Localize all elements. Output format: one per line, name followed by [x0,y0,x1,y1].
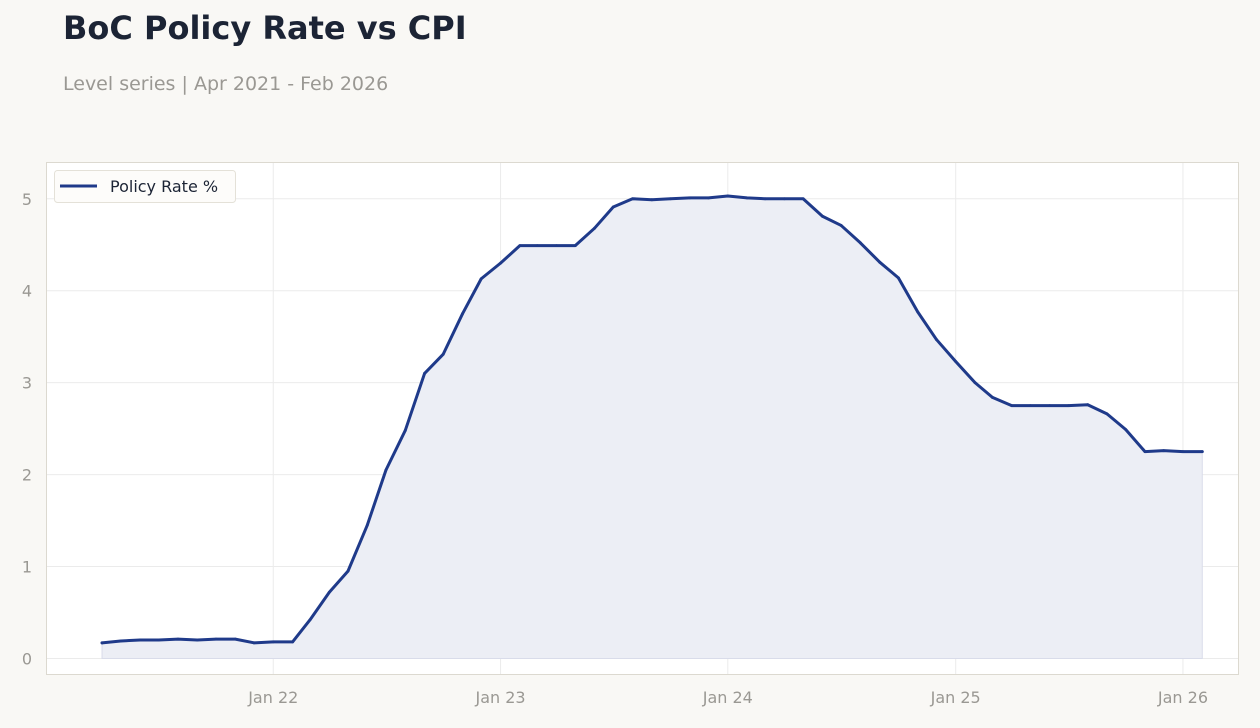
data-point [1124,428,1128,431]
y-tick-label: 0 [22,649,32,668]
data-point [726,194,730,198]
x-tick-label: Jan 25 [930,688,981,707]
y-tick-label: 3 [22,374,32,393]
x-tick-label: Jan 22 [247,688,298,707]
data-point [650,198,654,202]
x-tick-label: Jan 24 [702,688,753,707]
data-point [1029,404,1032,408]
data-point [138,638,142,642]
data-point [763,197,767,201]
data-point [745,196,749,200]
y-axis-ticks: 0 1 2 3 4 5 [22,190,32,669]
data-points [100,194,1204,645]
data-point [878,260,882,264]
y-tick-label: 1 [22,558,32,577]
legend-label-policy-rate: Policy Rate % [110,177,218,196]
data-point [403,429,407,432]
x-tick-label: Jan 23 [474,688,525,707]
data-point [916,310,920,314]
data-point [176,637,180,641]
data-point [1086,403,1090,407]
data-point [365,523,369,527]
data-point [1105,412,1109,416]
data-point [821,214,824,218]
data-point [195,638,199,642]
data-point [593,226,596,230]
data-point [611,205,615,209]
data-point [214,637,218,641]
x-axis-ticks: Jan 22 Jan 23 Jan 24 Jan 25 Jan 26 [247,688,1208,707]
data-point [461,312,464,316]
data-point [897,276,900,280]
data-point [1143,450,1147,453]
legend[interactable]: Policy Rate % [54,170,236,203]
data-point [441,352,445,356]
data-point [119,639,123,643]
data-point [308,618,312,622]
chart-subtitle: Level series | Apr 2021 - Feb 2026 [63,73,389,95]
data-point [384,468,388,472]
data-point [859,241,862,245]
data-point [271,640,275,644]
data-point [1010,404,1014,408]
plot-frame [46,162,1239,675]
data-point [688,196,692,200]
data-point [499,261,502,265]
data-point [518,244,522,248]
data-point [252,641,256,645]
data-point [783,197,786,201]
data-point [346,569,350,573]
data-point [669,197,672,201]
data-point [801,197,805,201]
data-point [157,638,161,642]
y-tick-label: 4 [22,282,32,301]
data-point [991,395,994,399]
data-point [479,277,483,281]
data-point [1066,404,1070,408]
data-point [839,224,843,227]
data-point [631,197,634,201]
data-point [954,360,958,363]
data-point [100,641,104,645]
y-tick-label: 5 [22,190,32,209]
data-point [535,244,539,248]
data-point [291,640,294,644]
chart-title: BoC Policy Rate vs CPI [63,9,467,47]
y-tick-label: 2 [22,466,32,485]
data-point [973,381,977,385]
legend-box [54,170,236,203]
data-point [423,372,426,375]
data-point [1181,450,1185,453]
data-point [707,196,710,200]
data-point [1162,449,1166,453]
data-point [1200,450,1204,453]
x-tick-label: Jan 26 [1157,688,1208,707]
data-point [327,590,331,594]
data-point [573,244,577,248]
data-point [934,338,938,341]
data-point [233,637,237,641]
data-point [555,244,558,248]
data-point [1048,404,1052,408]
